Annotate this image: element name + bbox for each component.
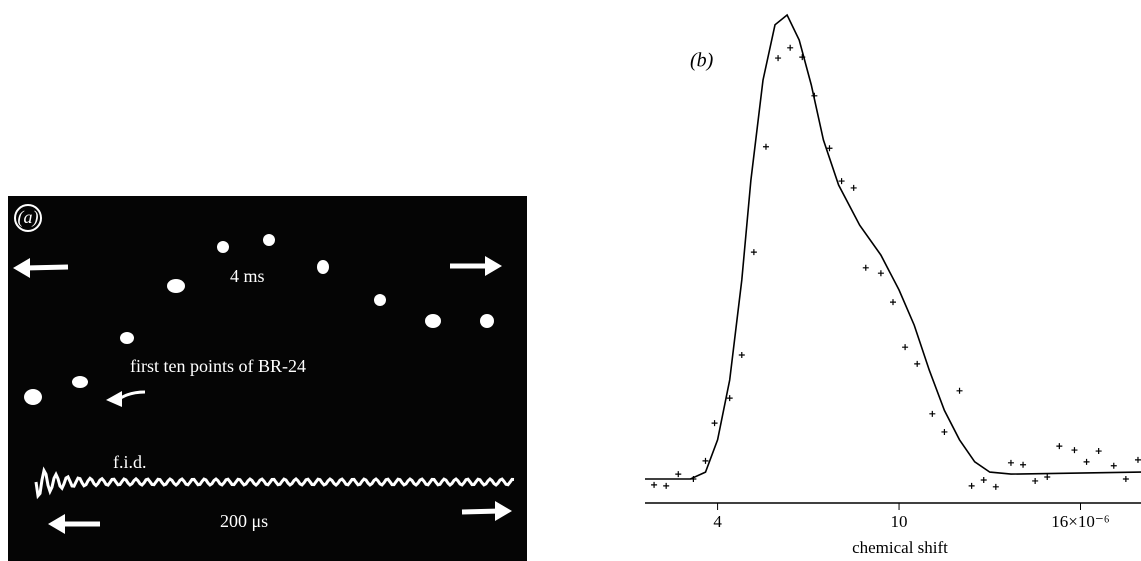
dot: [167, 279, 185, 293]
point: [651, 481, 658, 488]
point: [980, 476, 987, 483]
points-note: first ten points of BR-24: [130, 356, 306, 376]
point: [826, 145, 833, 152]
point: [968, 482, 975, 489]
point: [726, 395, 733, 402]
point: [1032, 477, 1039, 484]
point: [775, 55, 782, 62]
point: [1122, 475, 1129, 482]
point: [902, 344, 909, 351]
point: [1020, 461, 1027, 468]
point: [1083, 458, 1090, 465]
point: [929, 410, 936, 417]
photo-background: [8, 196, 527, 561]
fid-trace: [34, 466, 515, 500]
point: [811, 92, 818, 99]
arrow-head: [106, 391, 122, 407]
dot: [374, 294, 386, 306]
point: [838, 178, 845, 185]
point: [1110, 462, 1117, 469]
x-tick-label: 16×10⁻⁶: [1051, 512, 1110, 531]
panel-label: (a): [18, 207, 39, 228]
dot: [217, 241, 229, 253]
point: [738, 352, 745, 359]
arrows: [13, 256, 512, 534]
panel-label: (b): [690, 50, 714, 72]
point: [663, 482, 670, 489]
point: [675, 471, 682, 478]
x-tick-label: 4: [713, 512, 722, 531]
fid-label: f.i.d.: [113, 452, 147, 472]
oscilloscope-photo: (a) 4 ms first ten points o: [8, 196, 527, 561]
arrow-head: [48, 514, 65, 534]
period-label: 4 ms: [230, 266, 265, 286]
point: [702, 457, 709, 464]
dot: [480, 314, 494, 328]
dots: [24, 234, 494, 405]
label-circle: [14, 204, 42, 232]
point: [690, 475, 697, 482]
point: [850, 184, 857, 191]
point: [799, 54, 806, 61]
point: [862, 264, 869, 271]
arrow-head: [13, 258, 30, 278]
point: [711, 420, 718, 427]
dot: [425, 314, 441, 328]
point: [1134, 456, 1141, 463]
point: [1095, 448, 1102, 455]
dot: [263, 234, 275, 246]
point: [890, 299, 896, 306]
point: [750, 249, 757, 256]
arrow-head: [485, 256, 502, 276]
point: [1071, 447, 1078, 454]
point: [1007, 459, 1014, 466]
point: [992, 483, 999, 490]
point: [1044, 474, 1051, 481]
point: [956, 387, 963, 394]
point: [941, 428, 948, 435]
point: [877, 270, 884, 277]
dot: [24, 389, 42, 405]
fid-span-label: 200 μs: [220, 511, 268, 531]
point: [787, 44, 794, 51]
dot: [120, 332, 134, 344]
x-axis-label: chemical shift: [852, 538, 948, 557]
arrow: [461, 508, 501, 515]
point: [762, 143, 769, 150]
curve: [645, 13, 1141, 480]
arrow: [24, 264, 69, 271]
dot: [72, 376, 88, 388]
arrow-head: [495, 501, 512, 521]
dot: [317, 260, 329, 274]
point: [1056, 443, 1063, 450]
x-tick-label: 10: [891, 512, 908, 531]
point: [914, 360, 921, 367]
